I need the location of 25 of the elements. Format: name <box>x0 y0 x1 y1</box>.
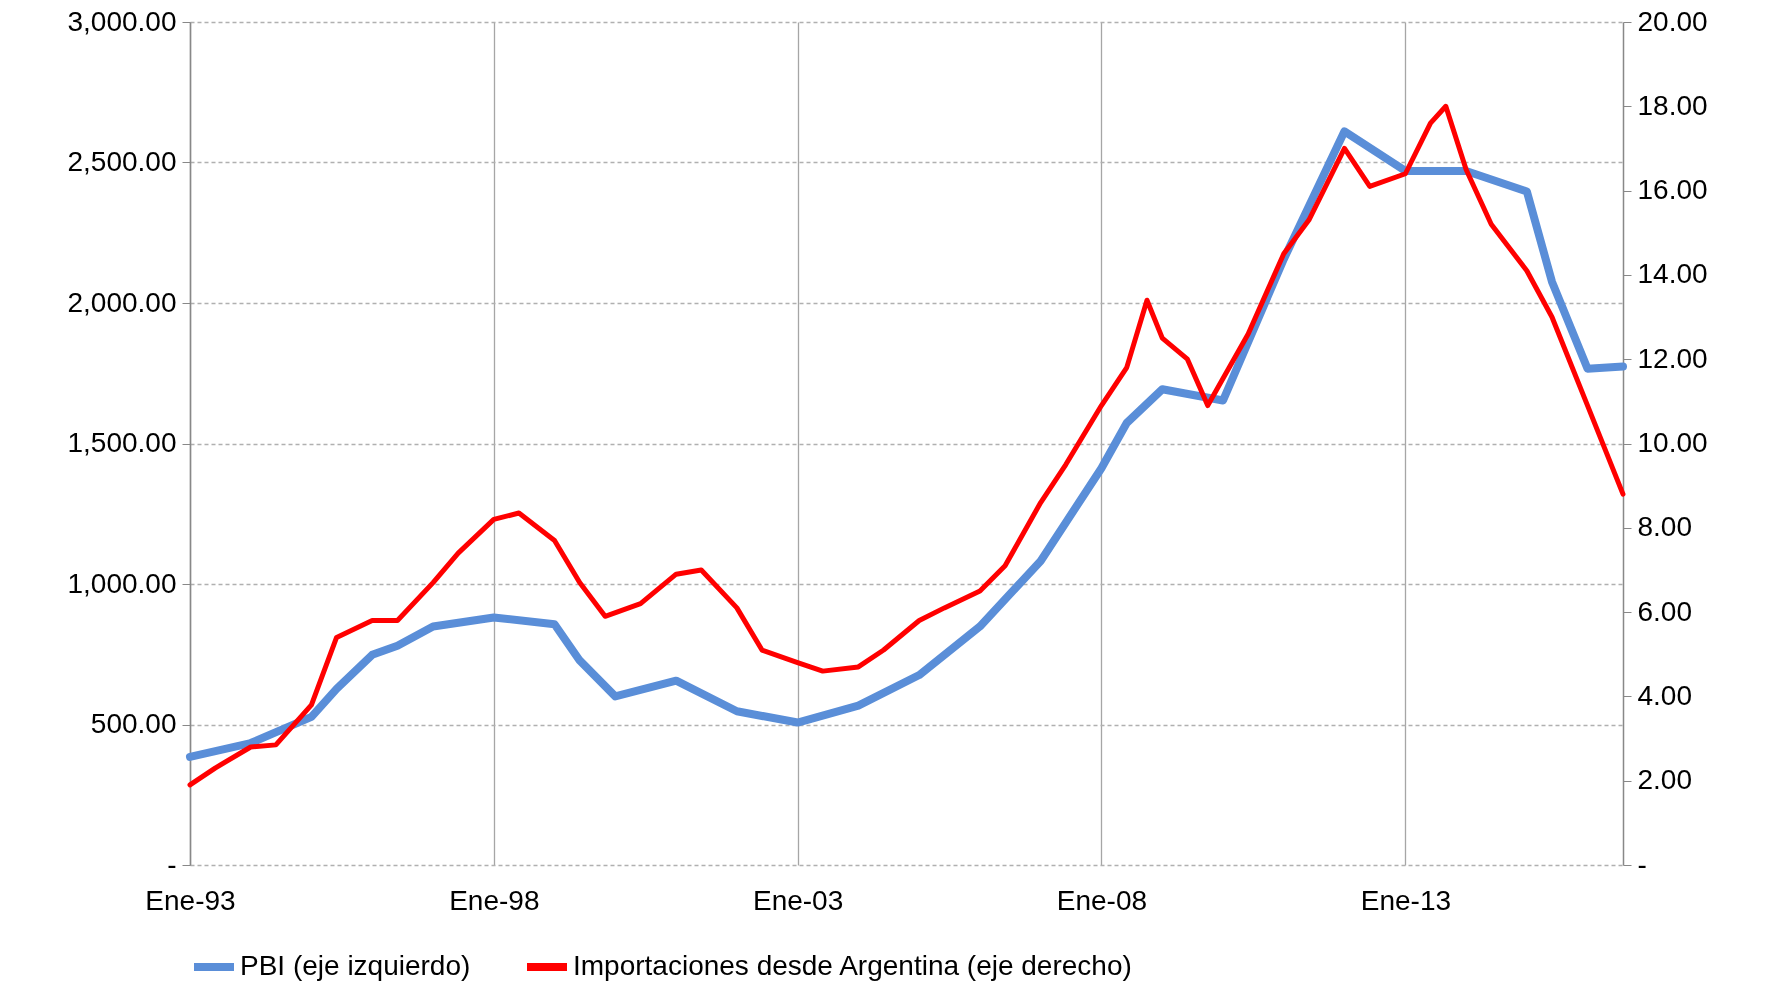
y-tick-label: 2,000.00 <box>67 286 177 318</box>
y-tick-label: 1,000.00 <box>67 567 177 599</box>
x-tick-label: Ene-03 <box>752 884 844 916</box>
y2-tick-label: 2.00 <box>1637 764 1692 796</box>
x-tick-label: Ene-98 <box>449 884 540 916</box>
y2-tick-label: 12.00 <box>1637 342 1708 374</box>
y-tick-label: 2,500.00 <box>67 146 177 177</box>
y2-tick-label: - <box>1637 848 1647 880</box>
legend-label: PBI (eje izquierdo) <box>240 950 471 981</box>
x-tick-label: Ene-08 <box>1056 884 1148 916</box>
legend-label: Importaciones desde Argentina (eje derecho) <box>573 950 1132 981</box>
y-tick-label: 500.00 <box>90 708 177 739</box>
y2-tick-label: 10.00 <box>1637 427 1708 458</box>
y-tick-label: - <box>167 848 177 880</box>
y2-tick-label: 14.00 <box>1637 258 1708 290</box>
y2-tick-label: 16.00 <box>1637 174 1708 206</box>
y-tick-label: 1,500.00 <box>67 427 177 458</box>
y2-tick-label: 20.00 <box>1637 5 1708 37</box>
y2-tick-label: 18.00 <box>1637 89 1708 121</box>
y2-tick-label: 6.00 <box>1637 595 1692 627</box>
y-tick-label: 3,000.00 <box>67 5 177 37</box>
x-tick-label: Ene-13 <box>1360 884 1452 916</box>
y2-tick-label: 4.00 <box>1637 679 1692 711</box>
x-tick-label: Ene-93 <box>145 884 236 916</box>
y2-tick-label: 8.00 <box>1637 511 1692 543</box>
